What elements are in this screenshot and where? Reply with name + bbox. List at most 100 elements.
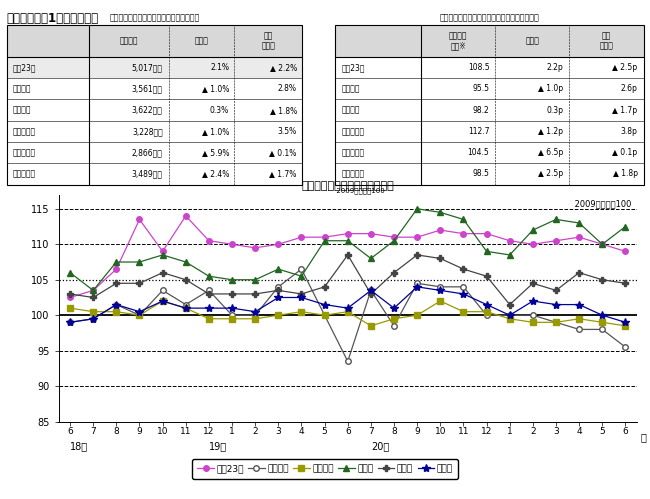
- Text: 埼　玉　県: 埼 玉 県: [342, 127, 365, 136]
- 神奈川県: [413, 312, 421, 318]
- Text: 3.5%: 3.5%: [278, 127, 297, 136]
- 東京都下: [66, 319, 74, 325]
- 千葉県: [390, 269, 398, 275]
- Text: 新築戸建の成約価格指数、前月比、前年同月比: 新築戸建の成約価格指数、前月比、前年同月比: [439, 13, 539, 22]
- Line: 千葉県: 千葉県: [66, 251, 629, 308]
- Text: 2.8%: 2.8%: [278, 84, 297, 93]
- 東京都下: [413, 280, 421, 286]
- 首都圈: [274, 294, 282, 300]
- 東京都下: [89, 316, 97, 322]
- 首都圈: [112, 301, 120, 307]
- 東京都下: [552, 319, 560, 325]
- Text: 108.5: 108.5: [468, 63, 489, 72]
- Text: 千　葉　県: 千 葉 県: [13, 148, 36, 157]
- Text: 埼　玉　県: 埼 玉 県: [13, 127, 36, 136]
- 神奈川県: [274, 312, 282, 318]
- 埼玉県: [599, 242, 606, 248]
- 東京23区: [436, 227, 444, 233]
- Text: 成約価格: 成約価格: [120, 36, 138, 45]
- 埼玉県: [621, 224, 629, 230]
- 神奈川県: [66, 305, 74, 311]
- Text: 東京23区: 東京23区: [342, 63, 365, 72]
- 千葉県: [599, 277, 606, 283]
- Text: 0.3p: 0.3p: [547, 106, 564, 115]
- 東京都下: [112, 301, 120, 307]
- 神奈川県: [320, 312, 328, 318]
- 首都圈: [390, 305, 398, 311]
- Text: 0.3%: 0.3%: [210, 106, 229, 115]
- Text: ▲ 2.5p: ▲ 2.5p: [612, 63, 638, 72]
- Text: 2.6p: 2.6p: [621, 84, 638, 93]
- 埼玉県: [413, 206, 421, 212]
- 埼玉県: [136, 259, 144, 265]
- 神奈川県: [159, 298, 166, 304]
- 首都圈: [552, 301, 560, 307]
- 東京23区: [621, 249, 629, 254]
- 東京都下: [274, 284, 282, 290]
- 首都圈: [575, 301, 583, 307]
- 埼玉県: [320, 238, 328, 244]
- Text: 3,622万円: 3,622万円: [132, 106, 162, 115]
- 東京都下: [320, 312, 328, 318]
- 千葉県: [436, 255, 444, 261]
- 東京23区: [89, 287, 97, 293]
- Text: ▲ 2.4%: ▲ 2.4%: [202, 170, 229, 179]
- 首都圈: [344, 305, 352, 311]
- 東京23区: [320, 234, 328, 240]
- 東京都下: [483, 312, 491, 318]
- Text: 首　都　圈: 首 都 圈: [342, 170, 365, 179]
- 東京都下: [136, 312, 144, 318]
- 東京23区: [344, 231, 352, 237]
- 東京23区: [274, 242, 282, 248]
- 首都圈: [367, 287, 375, 293]
- 神奈川県: [621, 323, 629, 329]
- 東京23区: [413, 234, 421, 240]
- 首都圈: [599, 312, 606, 318]
- 東京都下: [529, 312, 537, 318]
- 埼玉県: [182, 259, 190, 265]
- 首都圈: [460, 291, 467, 297]
- 神奈川県: [344, 309, 352, 315]
- Text: 2009年１月＝100: 2009年１月＝100: [573, 199, 631, 208]
- Text: 月: 月: [640, 433, 646, 443]
- 埼玉県: [367, 255, 375, 261]
- 首都圈: [413, 284, 421, 290]
- Text: ▲ 1.8%: ▲ 1.8%: [270, 106, 297, 115]
- 埼玉県: [344, 238, 352, 244]
- 千葉県: [367, 291, 375, 297]
- 首都圈: [182, 305, 190, 311]
- 埼玉県: [575, 220, 583, 226]
- 東京23区: [483, 231, 491, 237]
- 東京都下: [298, 266, 305, 272]
- Text: 2.1%: 2.1%: [210, 63, 229, 72]
- Text: ▲ 0.1%: ▲ 0.1%: [270, 148, 297, 157]
- Text: 前年
同月比: 前年 同月比: [261, 31, 275, 50]
- 東京23区: [252, 245, 259, 251]
- 千葉県: [136, 280, 144, 286]
- Text: ▲ 1.0%: ▲ 1.0%: [202, 84, 229, 93]
- Text: 20年: 20年: [371, 442, 389, 452]
- 東京23区: [228, 242, 236, 248]
- Text: 東京23区: 東京23区: [13, 63, 36, 72]
- 埼玉県: [298, 273, 305, 279]
- 東京都下: [436, 284, 444, 290]
- 首都圈: [89, 316, 97, 322]
- 東京都下: [367, 287, 375, 293]
- 千葉県: [460, 266, 467, 272]
- Text: ▲ 1.7%: ▲ 1.7%: [270, 170, 297, 179]
- 首都圈: [506, 312, 514, 318]
- 神奈川県: [529, 319, 537, 325]
- 千葉県: [413, 252, 421, 258]
- Text: 新築戸建の成約価格、前月比、前年同月比: 新築戸建の成約価格、前月比、前年同月比: [109, 13, 200, 22]
- Text: 95.5: 95.5: [473, 84, 489, 93]
- Text: 千　葉　県: 千 葉 県: [342, 148, 365, 157]
- Text: 3,228万円: 3,228万円: [132, 127, 162, 136]
- 首都圈: [66, 319, 74, 325]
- 東京都下: [228, 312, 236, 318]
- 東京23区: [506, 238, 514, 244]
- 埼玉県: [112, 259, 120, 265]
- Text: 2009年１月＝100: 2009年１月＝100: [335, 187, 385, 194]
- Text: 3.8p: 3.8p: [621, 127, 638, 136]
- 埼玉県: [252, 277, 259, 283]
- 首都圈: [205, 305, 213, 311]
